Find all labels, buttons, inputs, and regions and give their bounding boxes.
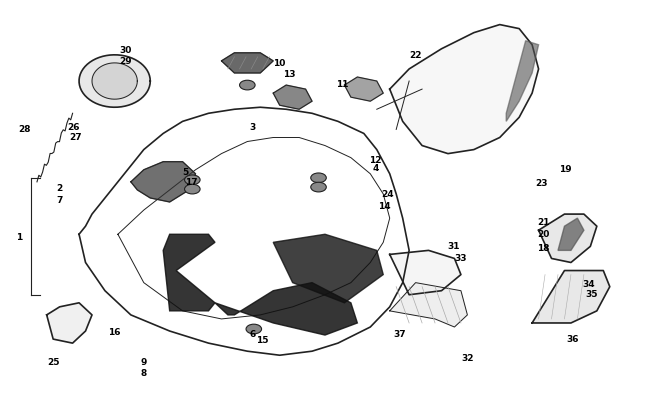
Text: 1: 1 bbox=[16, 232, 23, 241]
Text: 14: 14 bbox=[378, 201, 391, 210]
Text: 25: 25 bbox=[47, 357, 59, 366]
Circle shape bbox=[185, 185, 200, 194]
Text: 33: 33 bbox=[454, 254, 467, 262]
Polygon shape bbox=[215, 283, 358, 335]
Polygon shape bbox=[558, 219, 584, 251]
Polygon shape bbox=[273, 86, 312, 110]
Polygon shape bbox=[506, 42, 539, 122]
Text: 10: 10 bbox=[274, 59, 286, 68]
Text: 21: 21 bbox=[538, 217, 550, 226]
Polygon shape bbox=[92, 64, 137, 100]
Text: 2: 2 bbox=[57, 184, 63, 193]
Text: 13: 13 bbox=[283, 70, 296, 79]
Circle shape bbox=[246, 324, 261, 334]
Text: 3: 3 bbox=[250, 122, 255, 131]
Polygon shape bbox=[222, 54, 273, 74]
Polygon shape bbox=[539, 215, 597, 263]
Circle shape bbox=[311, 173, 326, 183]
Text: 35: 35 bbox=[586, 290, 598, 299]
Text: 23: 23 bbox=[536, 179, 548, 188]
Circle shape bbox=[240, 81, 255, 91]
Text: 9: 9 bbox=[140, 357, 147, 366]
Polygon shape bbox=[273, 234, 384, 303]
Polygon shape bbox=[163, 234, 215, 311]
Text: 31: 31 bbox=[447, 241, 460, 250]
Text: 6: 6 bbox=[250, 329, 255, 338]
Text: 19: 19 bbox=[560, 165, 572, 174]
Polygon shape bbox=[390, 251, 461, 295]
Text: 26: 26 bbox=[68, 122, 80, 131]
Text: 18: 18 bbox=[538, 243, 550, 252]
Text: 36: 36 bbox=[566, 334, 578, 343]
Text: 30: 30 bbox=[120, 46, 132, 55]
Text: 17: 17 bbox=[185, 178, 198, 187]
Polygon shape bbox=[79, 56, 150, 108]
Polygon shape bbox=[344, 78, 383, 102]
Text: 22: 22 bbox=[410, 51, 422, 60]
Text: 28: 28 bbox=[18, 125, 31, 134]
Text: 27: 27 bbox=[70, 133, 82, 142]
Polygon shape bbox=[131, 162, 196, 202]
Circle shape bbox=[185, 175, 200, 185]
Text: 8: 8 bbox=[140, 368, 147, 377]
Text: 15: 15 bbox=[256, 336, 268, 345]
Text: 20: 20 bbox=[538, 229, 550, 239]
Circle shape bbox=[311, 183, 326, 192]
Text: 29: 29 bbox=[120, 56, 132, 65]
Text: 16: 16 bbox=[109, 328, 121, 337]
Text: 4: 4 bbox=[372, 164, 379, 173]
Text: 11: 11 bbox=[336, 80, 349, 89]
Polygon shape bbox=[532, 271, 610, 323]
Polygon shape bbox=[390, 283, 467, 327]
Polygon shape bbox=[47, 303, 92, 343]
Polygon shape bbox=[390, 26, 539, 154]
Text: 5: 5 bbox=[183, 168, 189, 177]
Text: 12: 12 bbox=[369, 156, 381, 165]
Text: 32: 32 bbox=[461, 353, 474, 362]
Text: 34: 34 bbox=[582, 279, 595, 288]
Text: 24: 24 bbox=[382, 190, 394, 199]
Text: 37: 37 bbox=[393, 329, 406, 338]
Text: 7: 7 bbox=[57, 196, 63, 205]
